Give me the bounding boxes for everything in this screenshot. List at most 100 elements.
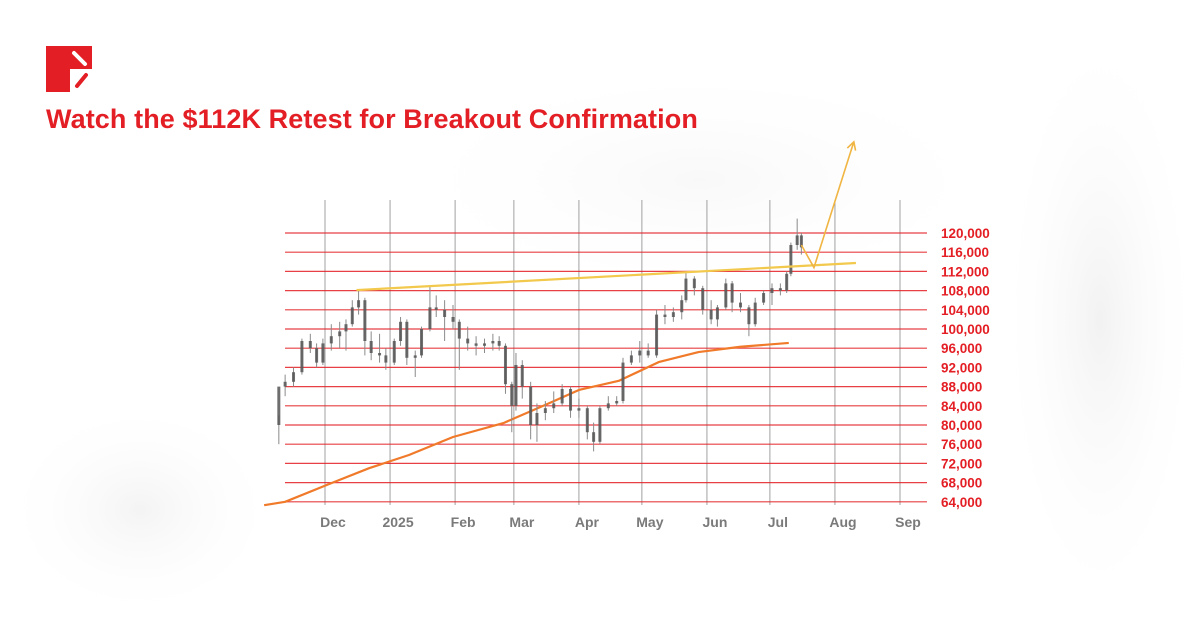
candle-body	[592, 432, 596, 442]
candle	[474, 336, 478, 356]
y-tick-label: 96,000	[941, 341, 982, 356]
candle	[510, 381, 514, 433]
candle	[762, 290, 766, 305]
candle	[443, 300, 447, 341]
candle	[615, 396, 619, 406]
candle-body	[482, 343, 486, 346]
candle	[747, 305, 751, 337]
candle-body	[344, 324, 348, 332]
x-tick-label: Apr	[575, 514, 600, 530]
candle	[638, 341, 642, 363]
x-tick-label: Sep	[895, 514, 921, 530]
horizontal-gridlines	[285, 232, 927, 503]
y-tick-label: 100,000	[941, 322, 990, 337]
candle	[778, 283, 782, 296]
candle	[384, 348, 388, 370]
candle-body	[457, 321, 461, 339]
candle-body	[629, 355, 633, 363]
candle-body	[552, 403, 556, 409]
candle-body	[730, 283, 734, 303]
moving-average-line	[263, 341, 789, 507]
candle-body	[724, 283, 728, 308]
candle	[420, 326, 424, 358]
candle-body	[308, 341, 312, 349]
candle-body	[474, 343, 478, 346]
brand-logo-icon	[46, 46, 92, 92]
candle	[799, 233, 803, 255]
candle	[795, 218, 799, 250]
y-tick-label: 108,000	[941, 284, 990, 299]
candle	[451, 305, 455, 329]
y-tick-label: 80,000	[941, 418, 982, 433]
candle-body	[405, 321, 409, 358]
candle-body	[785, 273, 789, 291]
candle-body	[384, 355, 388, 363]
candle	[466, 326, 470, 351]
candle	[739, 293, 743, 313]
candle-body	[701, 288, 705, 310]
candle	[413, 350, 417, 377]
candle-body	[789, 245, 793, 274]
candle	[535, 403, 539, 442]
candle	[724, 278, 728, 310]
y-tick-label: 116,000	[941, 245, 989, 260]
candle	[680, 295, 684, 320]
candle-body	[350, 307, 354, 325]
x-tick-label: Dec	[320, 514, 346, 530]
candle-body	[329, 336, 333, 344]
candle-body	[569, 389, 573, 411]
candle	[405, 319, 409, 365]
trendline	[356, 261, 856, 292]
candle-body	[655, 314, 659, 356]
candle-body	[315, 348, 319, 363]
candle-body	[638, 350, 642, 356]
candle	[684, 271, 688, 303]
x-tick-label: Jul	[768, 514, 788, 530]
candle	[646, 343, 650, 358]
candle-body	[770, 288, 774, 293]
candle	[730, 281, 734, 313]
candle-body	[363, 300, 367, 341]
candle	[709, 300, 713, 325]
x-tick-label: 2025	[382, 514, 413, 530]
candle-body	[585, 408, 589, 433]
candle	[671, 307, 675, 322]
y-tick-label: 120,000	[941, 226, 990, 241]
y-tick-label: 64,000	[941, 495, 982, 510]
candle	[329, 324, 333, 351]
candle	[598, 405, 602, 445]
y-axis-labels: 120,000 116,000 112,000 108,000 104,000 100,0…	[941, 226, 990, 510]
candle-body	[277, 386, 281, 425]
candle-body	[747, 307, 751, 325]
candle-body	[434, 307, 438, 310]
candle	[277, 386, 281, 445]
candle	[321, 338, 325, 365]
y-tick-label: 112,000	[941, 264, 989, 279]
candle-body	[378, 353, 382, 356]
candle	[529, 381, 533, 440]
y-tick-label: 88,000	[941, 380, 982, 395]
candle-body	[709, 309, 713, 320]
candle-body	[753, 302, 757, 325]
projection-path	[800, 141, 855, 270]
candle-body	[443, 309, 447, 317]
candle-body	[529, 386, 533, 425]
candle-body	[795, 235, 799, 245]
candle	[338, 321, 342, 349]
candle	[491, 333, 495, 351]
candle	[315, 343, 319, 368]
candle-body	[560, 389, 564, 404]
x-axis-labels: Dec 2025 Feb Mar Apr May Jun Jul Aug Sep	[320, 514, 921, 530]
candle-body	[606, 403, 610, 409]
candle-body	[577, 408, 581, 411]
candle-body	[357, 300, 361, 308]
candle	[629, 350, 633, 365]
candle	[789, 242, 793, 277]
x-tick-label: Jun	[702, 514, 727, 530]
candle	[399, 317, 403, 346]
candle	[663, 305, 667, 325]
candle-body	[671, 312, 675, 317]
candle-body	[392, 341, 396, 363]
candle-body	[451, 317, 455, 322]
